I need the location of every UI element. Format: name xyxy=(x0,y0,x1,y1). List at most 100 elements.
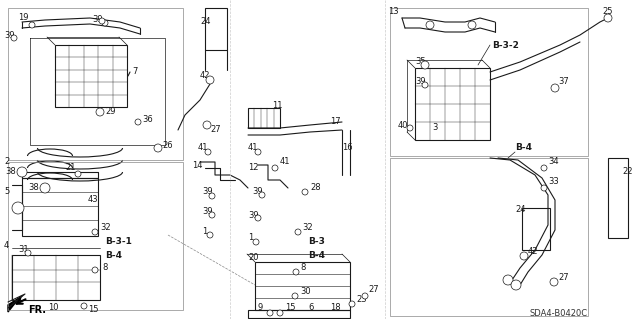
Text: 32: 32 xyxy=(302,224,312,233)
Bar xyxy=(522,208,550,250)
Text: 29: 29 xyxy=(105,108,115,116)
Circle shape xyxy=(292,293,298,299)
Text: 39: 39 xyxy=(202,188,212,197)
Circle shape xyxy=(503,275,513,285)
Text: FR.: FR. xyxy=(28,305,46,315)
Circle shape xyxy=(349,301,355,307)
Bar xyxy=(8,162,183,310)
Text: 27: 27 xyxy=(210,125,221,135)
Circle shape xyxy=(209,193,215,199)
Circle shape xyxy=(203,121,211,129)
Text: 42: 42 xyxy=(528,248,538,256)
Text: 38: 38 xyxy=(28,183,39,192)
Circle shape xyxy=(205,149,211,155)
Circle shape xyxy=(29,22,35,28)
Circle shape xyxy=(295,229,301,235)
Text: 16: 16 xyxy=(342,144,353,152)
Text: SDA4-B0420C: SDA4-B0420C xyxy=(530,308,588,317)
Text: B-3-2: B-3-2 xyxy=(492,41,519,49)
Circle shape xyxy=(11,35,17,41)
Bar xyxy=(415,68,490,140)
Text: 20: 20 xyxy=(248,254,259,263)
Text: 1: 1 xyxy=(202,227,207,236)
Circle shape xyxy=(259,192,265,198)
Text: B-3: B-3 xyxy=(308,238,325,247)
Text: 27: 27 xyxy=(368,286,379,294)
Circle shape xyxy=(253,239,259,245)
Text: 19: 19 xyxy=(18,13,29,23)
Bar xyxy=(608,158,628,238)
Text: 22: 22 xyxy=(622,167,632,176)
Circle shape xyxy=(550,278,558,286)
Circle shape xyxy=(255,149,261,155)
Text: 39: 39 xyxy=(4,31,15,40)
Circle shape xyxy=(426,21,434,29)
Text: 41: 41 xyxy=(280,158,291,167)
Circle shape xyxy=(92,267,98,273)
Text: 26: 26 xyxy=(162,140,173,150)
Text: 39: 39 xyxy=(252,188,262,197)
Text: 10: 10 xyxy=(48,303,58,313)
Circle shape xyxy=(541,165,547,171)
Circle shape xyxy=(362,293,368,299)
Text: 8: 8 xyxy=(300,263,305,272)
Circle shape xyxy=(511,280,521,290)
Circle shape xyxy=(520,252,528,260)
Bar xyxy=(255,262,350,310)
Circle shape xyxy=(154,144,162,152)
Text: 43: 43 xyxy=(88,196,99,204)
Circle shape xyxy=(206,76,214,84)
Text: 4: 4 xyxy=(4,241,9,249)
Text: 2: 2 xyxy=(4,158,9,167)
Text: B-4: B-4 xyxy=(308,250,325,259)
Circle shape xyxy=(12,202,24,214)
Circle shape xyxy=(96,108,104,116)
Bar xyxy=(22,178,98,236)
Text: 9: 9 xyxy=(258,302,263,311)
Bar xyxy=(205,8,227,50)
Text: 40: 40 xyxy=(398,121,408,130)
Text: 3: 3 xyxy=(432,123,437,132)
Text: 36: 36 xyxy=(142,115,153,124)
Circle shape xyxy=(135,119,141,125)
Text: 7: 7 xyxy=(132,68,138,77)
Circle shape xyxy=(102,20,108,26)
Text: 37: 37 xyxy=(558,78,569,86)
Text: 15: 15 xyxy=(88,306,99,315)
Text: 24: 24 xyxy=(200,18,211,26)
Circle shape xyxy=(267,310,273,316)
Text: 39: 39 xyxy=(415,78,426,86)
Text: 39: 39 xyxy=(202,207,212,217)
Text: 23: 23 xyxy=(356,295,367,305)
Circle shape xyxy=(277,310,283,316)
Bar xyxy=(248,310,350,318)
Text: 15: 15 xyxy=(285,302,296,311)
Circle shape xyxy=(604,14,612,22)
Circle shape xyxy=(272,165,278,171)
Bar xyxy=(12,255,100,300)
Text: 30: 30 xyxy=(300,287,310,296)
Text: 27: 27 xyxy=(558,273,568,283)
Circle shape xyxy=(421,61,429,69)
Text: 25: 25 xyxy=(602,8,612,17)
Text: 21: 21 xyxy=(65,164,76,173)
Bar xyxy=(55,45,127,107)
Circle shape xyxy=(81,303,87,309)
Text: 5: 5 xyxy=(4,188,9,197)
Text: 35: 35 xyxy=(415,57,426,66)
Circle shape xyxy=(302,189,308,195)
Text: 11: 11 xyxy=(272,100,282,109)
Text: 39: 39 xyxy=(92,14,102,24)
Bar xyxy=(248,108,280,128)
Circle shape xyxy=(40,183,50,193)
Text: 42: 42 xyxy=(200,70,211,79)
Bar xyxy=(390,8,588,156)
Text: 13: 13 xyxy=(388,8,399,17)
Circle shape xyxy=(407,125,413,131)
Text: 41: 41 xyxy=(198,144,209,152)
Text: 32: 32 xyxy=(100,224,111,233)
Circle shape xyxy=(25,250,31,256)
Circle shape xyxy=(255,215,261,221)
Circle shape xyxy=(75,171,81,177)
Text: 31: 31 xyxy=(18,246,29,255)
